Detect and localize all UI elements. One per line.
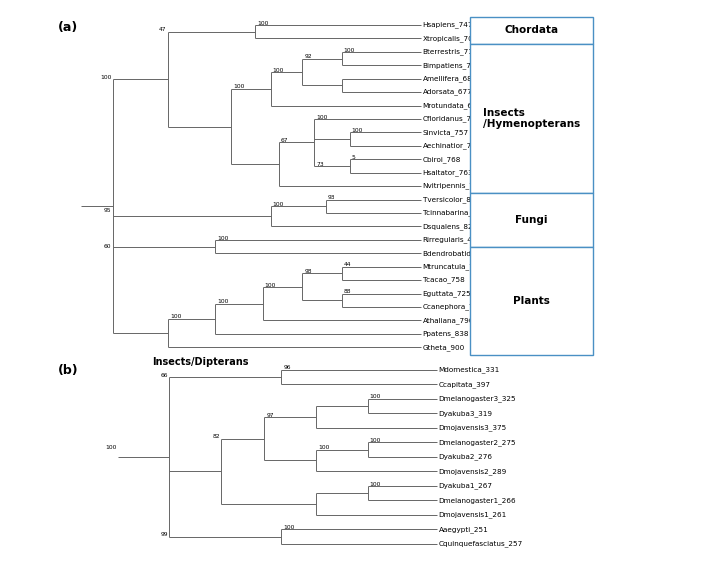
Text: Insects/Dipterans: Insects/Dipterans [152,357,248,367]
Text: Dsqualens_823: Dsqualens_823 [423,223,478,230]
Text: 47: 47 [159,28,166,32]
Text: 100: 100 [370,438,381,443]
FancyBboxPatch shape [470,193,592,247]
Text: 100: 100 [352,128,363,133]
Text: (a): (a) [57,21,78,34]
Text: Dmojavensis3_375: Dmojavensis3_375 [439,425,507,431]
Text: 100: 100 [257,21,269,25]
FancyBboxPatch shape [470,44,592,193]
Text: Tcinnabarina_818: Tcinnabarina_818 [423,210,485,217]
Text: Ppatens_838: Ppatens_838 [423,331,470,337]
Text: Adorsata_677: Adorsata_677 [423,89,472,95]
Text: 5: 5 [352,155,355,160]
FancyBboxPatch shape [470,17,592,44]
Text: 100: 100 [344,47,355,52]
Text: Tversicolor_814: Tversicolor_814 [423,196,480,203]
Text: Sinvicta_757: Sinvicta_757 [423,129,469,136]
Text: Plants: Plants [513,296,550,306]
Text: Fungi: Fungi [515,215,548,225]
Text: Hsaltator_763: Hsaltator_763 [423,169,473,176]
Text: 92: 92 [304,54,312,59]
Text: 95: 95 [104,208,111,213]
Text: 100: 100 [218,299,229,305]
Text: Mrotundata_676: Mrotundata_676 [423,102,482,109]
Text: Dyakuba3_319: Dyakuba3_319 [439,410,493,417]
Text: Bdendrobatidis_778: Bdendrobatidis_778 [423,250,495,257]
Text: Rirregularis_440: Rirregularis_440 [423,236,482,243]
Text: Dmelanogaster2_275: Dmelanogaster2_275 [439,439,516,446]
Text: 66: 66 [161,373,168,378]
Text: 100: 100 [316,114,327,120]
Text: Aaegypti_251: Aaegypti_251 [439,526,488,533]
Text: Bterrestris_715: Bterrestris_715 [423,49,478,55]
Text: Nvitripennis_762: Nvitripennis_762 [423,183,484,190]
Text: 100: 100 [273,202,284,207]
Text: 100: 100 [233,85,245,90]
Text: Cquinquefasciatus_257: Cquinquefasciatus_257 [439,541,523,548]
Text: Dmojavensis1_261: Dmojavensis1_261 [439,512,507,518]
Text: Bimpatiens_713: Bimpatiens_713 [423,62,481,69]
Text: 93: 93 [328,195,335,200]
Text: Mdomestica_331: Mdomestica_331 [439,366,500,373]
Text: 60: 60 [104,244,111,249]
Text: Gtheta_900: Gtheta_900 [423,344,465,351]
Text: Chordata: Chordata [504,25,559,36]
Text: 100: 100 [370,394,381,399]
FancyBboxPatch shape [470,247,592,355]
Text: Cfloridanus_769: Cfloridanus_769 [423,116,481,122]
Text: 100: 100 [318,446,330,450]
Text: 96: 96 [284,365,291,371]
Text: Dmelanogaster3_325: Dmelanogaster3_325 [439,395,516,402]
Text: 100: 100 [101,75,111,80]
Text: Dmojavensis2_289: Dmojavensis2_289 [439,468,507,475]
Text: 98: 98 [304,269,312,274]
Text: 67: 67 [281,138,288,143]
Text: 100: 100 [370,482,381,487]
Text: Dyakuba2_276: Dyakuba2_276 [439,453,493,460]
Text: Xtropicalis_709: Xtropicalis_709 [423,35,478,42]
Text: Ccanephora_787: Ccanephora_787 [423,303,483,310]
Text: 73: 73 [316,162,324,166]
Text: Insects
/Hymenopterans: Insects /Hymenopterans [482,108,580,129]
Text: Tcacao_758: Tcacao_758 [423,277,465,284]
Text: 100: 100 [273,68,284,73]
Text: 100: 100 [265,283,276,288]
Text: Aechinatior_729: Aechinatior_729 [423,143,481,149]
Text: Athaliana_790: Athaliana_790 [423,317,474,324]
Text: 97: 97 [266,413,274,417]
Text: Mtruncatula_747: Mtruncatula_747 [423,263,484,270]
Text: 100: 100 [218,236,229,240]
Text: 100: 100 [105,446,116,450]
Text: Ccapitata_397: Ccapitata_397 [439,381,490,387]
Text: 100: 100 [284,525,295,530]
Text: 82: 82 [213,434,220,439]
Text: Eguttata_725: Eguttata_725 [423,290,472,297]
Text: 99: 99 [161,532,168,537]
Text: 88: 88 [344,289,351,294]
Text: Dyakuba1_267: Dyakuba1_267 [439,483,493,489]
Text: Hsapiens_747: Hsapiens_747 [423,21,473,28]
Text: (b): (b) [57,364,78,377]
Text: 44: 44 [344,262,351,267]
Text: Amellifera_680: Amellifera_680 [423,76,477,82]
Text: 100: 100 [170,314,182,319]
Text: Cbiroi_768: Cbiroi_768 [423,156,461,162]
Text: Dmelanogaster1_266: Dmelanogaster1_266 [439,497,516,504]
